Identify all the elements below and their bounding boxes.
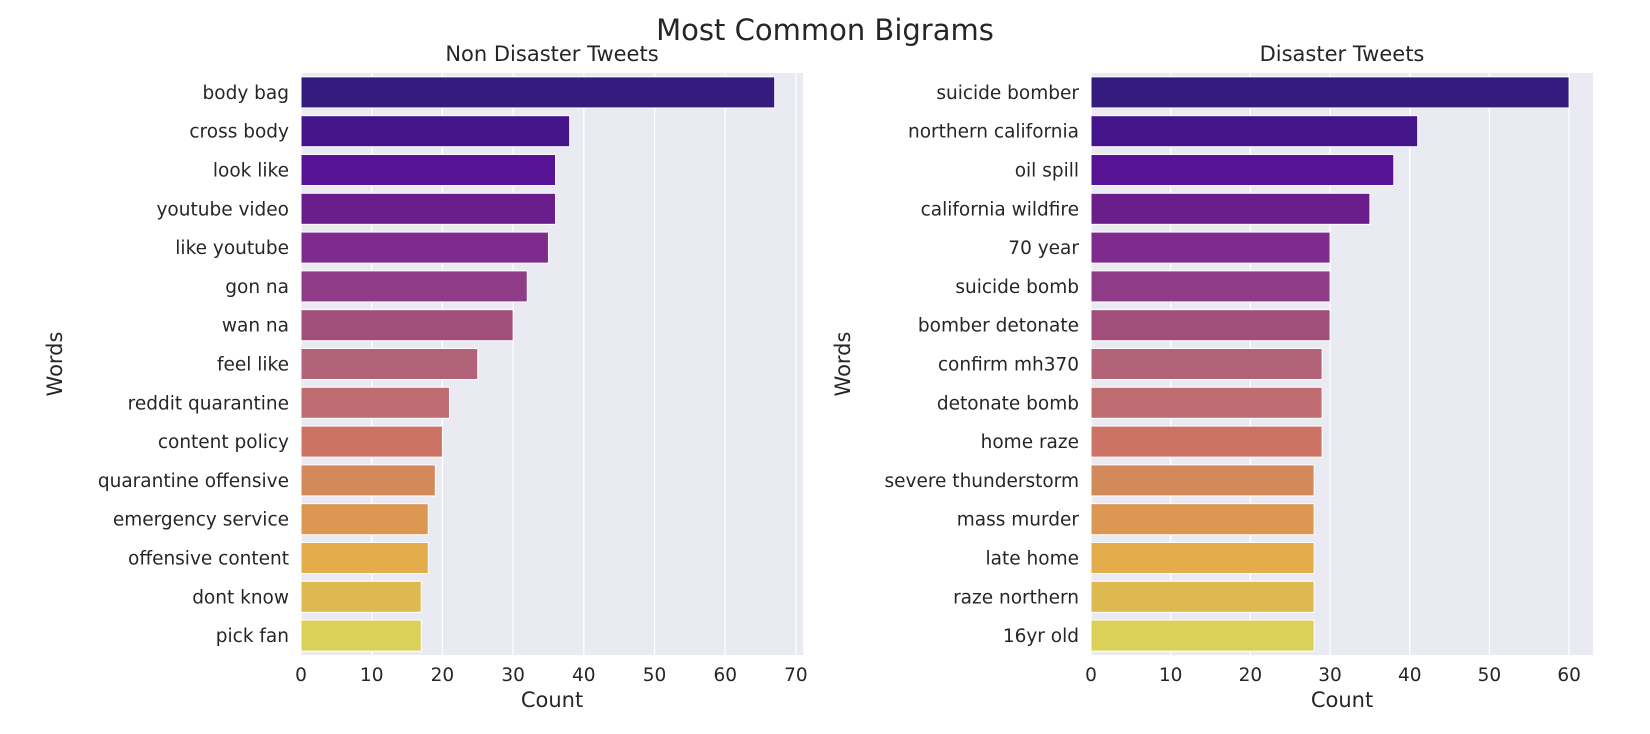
y-tick-label: wan na bbox=[222, 316, 289, 337]
bar bbox=[300, 503, 429, 536]
bar bbox=[300, 619, 422, 652]
y-tick-label: suicide bomb bbox=[955, 277, 1079, 298]
y-tick-label: 16yr old bbox=[1003, 626, 1079, 647]
x-tick-labels: 0 10 20 30 40 50 60 70 bbox=[295, 665, 808, 686]
bar bbox=[1090, 386, 1323, 419]
y-tick-label: oil spill bbox=[1015, 161, 1079, 182]
y-axis-label: Words bbox=[831, 332, 855, 397]
x-tick-label: 50 bbox=[643, 665, 667, 686]
y-tick-label: california wildfire bbox=[921, 199, 1079, 220]
bar bbox=[1090, 347, 1323, 381]
y-tick-label: pick fan bbox=[216, 626, 289, 647]
y-tick-label: feel like bbox=[217, 355, 289, 376]
y-tick-label: mass murder bbox=[957, 510, 1080, 531]
y-tick-label: offensive content bbox=[128, 549, 289, 570]
bar bbox=[300, 347, 479, 381]
bars bbox=[300, 76, 776, 652]
bar bbox=[1090, 541, 1315, 575]
bar bbox=[1090, 115, 1419, 148]
x-tick-label: 20 bbox=[431, 665, 455, 686]
bar bbox=[1090, 76, 1570, 109]
panel-title: Disaster Tweets bbox=[1260, 42, 1425, 66]
x-tick-label: 60 bbox=[1557, 665, 1581, 686]
bars bbox=[1090, 76, 1570, 652]
x-tick-label: 30 bbox=[1318, 665, 1342, 686]
bar bbox=[1090, 153, 1395, 187]
y-tick-label: look like bbox=[213, 161, 289, 182]
x-tick-label: 20 bbox=[1239, 665, 1263, 686]
bar bbox=[300, 76, 776, 109]
x-tick-label: 10 bbox=[360, 665, 384, 686]
bar bbox=[300, 192, 557, 225]
y-tick-labels: body bag cross body look like youtube video… bbox=[98, 83, 289, 647]
y-tick-label: youtube video bbox=[156, 199, 289, 220]
y-tick-labels: suicide bomber northern california oil spi… bbox=[885, 83, 1080, 647]
bar bbox=[300, 464, 436, 497]
x-tick-label: 10 bbox=[1159, 665, 1183, 686]
chart-suptitle: Most Common Bigrams bbox=[656, 13, 994, 47]
y-tick-label: dont know bbox=[192, 587, 289, 608]
y-tick-label: home raze bbox=[981, 432, 1079, 453]
x-axis-label: Count bbox=[521, 688, 583, 712]
y-tick-label: confirm mh370 bbox=[938, 355, 1079, 376]
x-tick-label: 0 bbox=[1085, 665, 1097, 686]
x-tick-label: 40 bbox=[1398, 665, 1422, 686]
bar bbox=[1090, 309, 1331, 342]
x-tick-label: 60 bbox=[713, 665, 737, 686]
y-tick-label: bomber detonate bbox=[918, 316, 1079, 337]
bar bbox=[1090, 192, 1371, 225]
bar bbox=[1090, 503, 1315, 536]
y-tick-label: cross body bbox=[189, 122, 289, 143]
bar bbox=[1090, 619, 1315, 652]
y-tick-label: severe thunderstorm bbox=[885, 471, 1080, 492]
y-tick-label: emergency service bbox=[113, 510, 289, 531]
bar bbox=[300, 386, 450, 419]
y-tick-label: 70 year bbox=[1008, 238, 1079, 259]
y-tick-label: like youtube bbox=[175, 238, 289, 259]
y-tick-label: gon na bbox=[225, 277, 289, 298]
x-tick-labels: 0 10 20 30 40 50 60 bbox=[1085, 665, 1581, 686]
x-axis-label: Count bbox=[1311, 688, 1373, 712]
bar bbox=[300, 270, 528, 303]
y-tick-label: quarantine offensive bbox=[98, 471, 289, 492]
y-tick-label: suicide bomber bbox=[936, 83, 1079, 104]
panel-title: Non Disaster Tweets bbox=[445, 42, 658, 66]
y-tick-label: body bag bbox=[203, 83, 289, 104]
bar bbox=[1090, 231, 1331, 264]
y-tick-label: northern california bbox=[908, 122, 1079, 143]
bar bbox=[300, 425, 443, 458]
bar bbox=[1090, 425, 1323, 458]
bar bbox=[300, 541, 429, 575]
bar bbox=[1090, 580, 1315, 613]
bar bbox=[300, 580, 422, 613]
bar bbox=[300, 153, 557, 187]
y-tick-label: content policy bbox=[158, 432, 289, 453]
x-tick-label: 40 bbox=[572, 665, 596, 686]
y-tick-label: reddit quarantine bbox=[128, 393, 289, 414]
y-tick-label: late home bbox=[986, 549, 1079, 570]
x-tick-label: 0 bbox=[295, 665, 307, 686]
x-tick-label: 50 bbox=[1478, 665, 1502, 686]
bar bbox=[300, 309, 514, 342]
bar bbox=[1090, 270, 1331, 303]
non-disaster-bar-chart: body bag cross body look like youtube video… bbox=[43, 42, 808, 712]
y-tick-label: raze northern bbox=[953, 587, 1079, 608]
x-tick-label: 30 bbox=[501, 665, 525, 686]
bar bbox=[1090, 464, 1315, 497]
y-axis-label: Words bbox=[43, 332, 67, 397]
bar bbox=[300, 231, 549, 264]
disaster-bar-chart: suicide bomber northern california oil spi… bbox=[831, 42, 1593, 712]
bar bbox=[300, 115, 571, 148]
y-tick-label: detonate bomb bbox=[937, 393, 1079, 414]
x-tick-label: 70 bbox=[784, 665, 808, 686]
